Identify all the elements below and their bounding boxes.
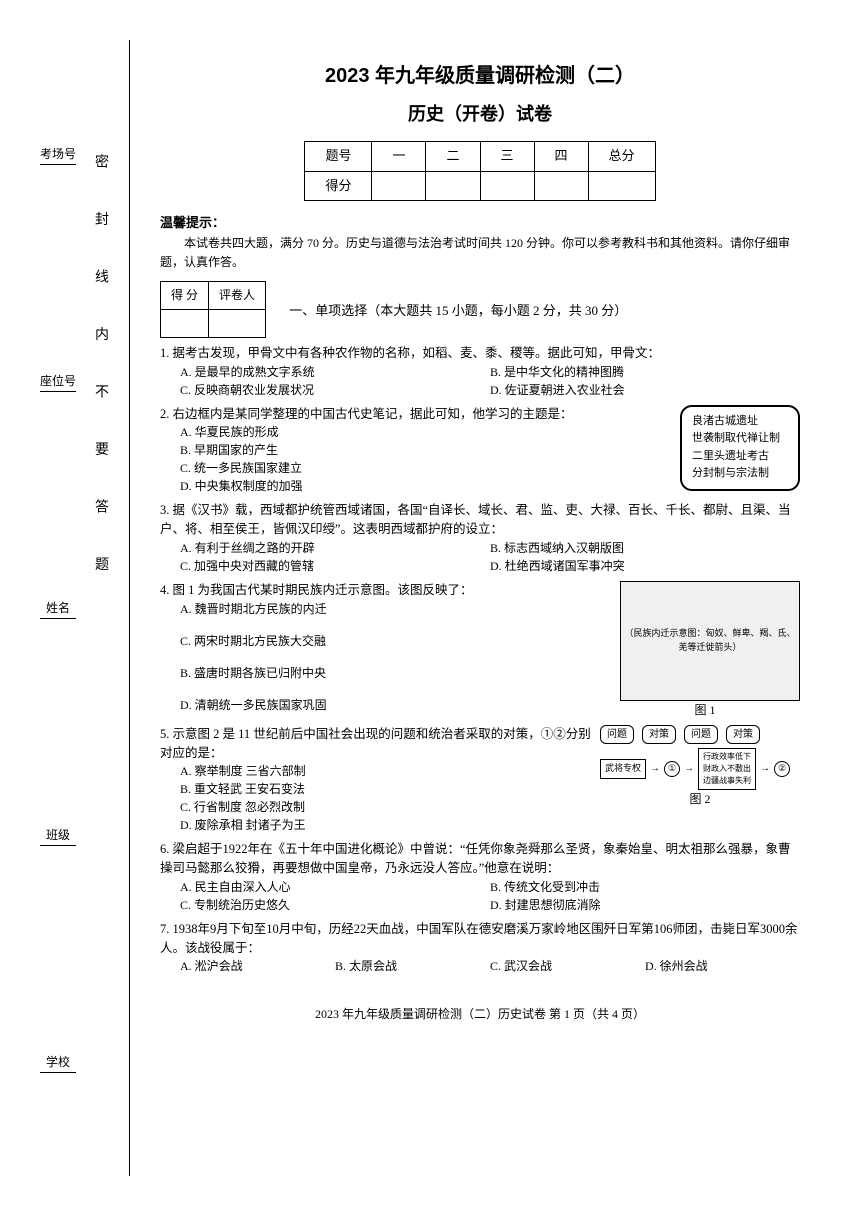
page-footer: 2023 年九年级质量调研检测（二）历史试卷 第 1 页（共 4 页） [160,1005,800,1024]
q4-opt-d: D. 清朝统一多民族国家巩固 [180,696,610,714]
main-content: 2023 年九年级质量调研检测（二） 历史（开卷）试卷 题号 一 二 三 四 总… [130,40,830,1176]
question-4: 4. 图 1 为我国古代某时期民族内迁示意图。该图反映了： A. 魏晋时期北方民… [160,581,800,719]
th-total: 总分 [588,141,655,171]
label-name: 姓名 [40,597,76,619]
main-title: 2023 年九年级质量调研检测（二） [160,60,800,92]
exam-margin-column: 考场号 座位号 姓名 班级 学校 密 封 线 内 不 要 答 题 [30,40,130,1176]
q1-opt-d: D. 佐证夏朝进入农业社会 [490,381,800,399]
margin-labels: 考场号 座位号 姓名 班级 学校 [40,40,76,1176]
q1-opt-c: C. 反映商朝农业发展状况 [180,381,490,399]
td-score-label: 得分 [305,171,372,201]
q5-solution-tag: 对策 [642,725,676,744]
figure-2-caption: 图 2 [600,790,800,808]
q4-text: 4. 图 1 为我国古代某时期民族内迁示意图。该图反映了： [160,581,610,600]
notice-text: 本试卷共四大题，满分 70 分。历史与道德与法治考试时间共 120 分钟。你可以… [160,234,800,272]
arrow-icon: → [760,761,770,776]
q5-opt-d: D. 废除承相 封诸子为王 [180,816,592,834]
q4-opt-a: A. 魏晋时期北方民族的内迁 [180,600,610,618]
td-s1[interactable] [372,171,426,201]
th-num: 题号 [305,141,372,171]
q6-opt-b: B. 传统文化受到冲击 [490,878,800,896]
q4-opt-c: C. 两宋时期北方民族大交融 [180,632,610,650]
q1-opt-a: A. 是最早的成熟文字系统 [180,363,490,381]
score-label: 得 分 [161,281,209,309]
th-4: 四 [534,141,588,171]
q5-problem-tag-2: 问题 [684,725,718,744]
grader-cell[interactable] [209,309,266,337]
q7-opt-b: B. 太原会战 [335,957,490,975]
q2-notes-box: 良渚古城遗址 世袭制取代禅让制 二里头遗址考古 分封制与宗法制 [680,405,800,491]
q3-opt-c: C. 加强中央对西藏的管辖 [180,557,490,575]
q6-opt-a: A. 民主自由深入人心 [180,878,490,896]
q7-opt-d: D. 徐州会战 [645,957,800,975]
th-3: 三 [480,141,534,171]
th-2: 二 [426,141,480,171]
td-s2[interactable] [426,171,480,201]
q4-opt-b: B. 盛唐时期各族已归附中央 [180,664,610,682]
q5-text: 5. 示意图 2 是 11 世纪前后中国社会出现的问题和统治者采取的对策，①②分… [160,725,592,763]
q3-opt-a: A. 有利于丝绸之路的开辟 [180,539,490,557]
q5-circle-1: ① [664,761,680,777]
label-school: 学校 [40,1051,76,1073]
q7-text: 7. 1938年9月下旬至10月中旬，历经22天血战，中国军队在德安磨溪万家岭地… [160,920,800,958]
q2-opt-a: A. 华夏民族的形成 [180,423,670,441]
q7-opt-c: C. 武汉会战 [490,957,645,975]
q1-text: 1. 据考古发现，甲骨文中有各种农作物的名称，如稻、麦、黍、稷等。据此可知，甲骨… [160,344,800,363]
q2-opt-d: D. 中央集权制度的加强 [180,477,670,495]
th-1: 一 [372,141,426,171]
figure-1-caption: 图 1 [610,701,800,719]
arrow-icon: → [684,761,694,776]
figure-2-diagram: 问题 对策 问题 对策 武将专权 → ① → 行政效率低下 财政入不敷出 边疆战… [600,725,800,835]
sub-title: 历史（开卷）试卷 [160,100,800,129]
notice-title: 温馨提示： [160,213,800,234]
q6-opt-d: D. 封建思想彻底消除 [490,896,800,914]
q5-problem-tag: 问题 [600,725,634,744]
q2-opt-b: B. 早期国家的产生 [180,441,670,459]
figure-1-map: （民族内迁示意图：匈奴、鲜卑、羯、氐、羌等迁徙箭头） [620,581,800,701]
grader-label: 评卷人 [209,281,266,309]
q2-text: 2. 右边框内是某同学整理的中国古代史笔记，据此可知，他学习的主题是： [160,405,670,424]
q5-opt-c: C. 行省制度 忽必烈改制 [180,798,592,816]
question-3: 3. 据《汉书》载，西域都护统管西域诸国，各国“自译长、域长、君、监、吏、大禄、… [160,501,800,575]
td-stotal[interactable] [588,171,655,201]
label-seat: 座位号 [40,370,76,392]
q3-opt-d: D. 杜绝西域诸国军事冲突 [490,557,800,575]
q5-circle-2: ② [774,761,790,777]
q2-opt-c: C. 统一多民族国家建立 [180,459,670,477]
question-2: 2. 右边框内是某同学整理的中国古代史笔记，据此可知，他学习的主题是： A. 华… [160,405,800,496]
section-score-box: 得 分 评卷人 [160,281,266,338]
q5-opt-b: B. 重文轻武 王安石变法 [180,780,592,798]
question-6: 6. 梁启超于1922年在《五十年中国进化概论》中曾说：“任凭你象尧舜那么圣贤，… [160,840,800,914]
td-s4[interactable] [534,171,588,201]
seal-line-text: 密 封 线 内 不 要 答 题 [90,154,110,1063]
q5-center-box: 武将专权 [600,759,646,779]
q1-opt-b: B. 是中华文化的精神图腾 [490,363,800,381]
arrow-icon: → [650,761,660,776]
question-1: 1. 据考古发现，甲骨文中有各种农作物的名称，如稻、麦、黍、稷等。据此可知，甲骨… [160,344,800,399]
section-1-title: 一、单项选择（本大题共 15 小题，每小题 2 分，共 30 分） [289,303,627,318]
q5-opt-a: A. 察举制度 三省六部制 [180,762,592,780]
q3-opt-b: B. 标志西域纳入汉朝版图 [490,539,800,557]
score-cell[interactable] [161,309,209,337]
question-5: 5. 示意图 2 是 11 世纪前后中国社会出现的问题和统治者采取的对策，①②分… [160,725,800,835]
score-summary-table: 题号 一 二 三 四 总分 得分 [304,141,655,202]
q3-text: 3. 据《汉书》载，西域都护统管西域诸国，各国“自译长、域长、君、监、吏、大禄、… [160,501,800,539]
td-s3[interactable] [480,171,534,201]
q6-opt-c: C. 专制统治历史悠久 [180,896,490,914]
question-7: 7. 1938年9月下旬至10月中旬，历经22天血战，中国军队在德安磨溪万家岭地… [160,920,800,976]
q5-solution-tag-2: 对策 [726,725,760,744]
q5-box-2: 行政效率低下 财政入不敷出 边疆战事失利 [698,748,756,790]
q6-text: 6. 梁启超于1922年在《五十年中国进化概论》中曾说：“任凭你象尧舜那么圣贤，… [160,840,800,878]
q7-opt-a: A. 淞沪会战 [180,957,335,975]
label-class: 班级 [40,824,76,846]
label-exam-room: 考场号 [40,143,76,165]
